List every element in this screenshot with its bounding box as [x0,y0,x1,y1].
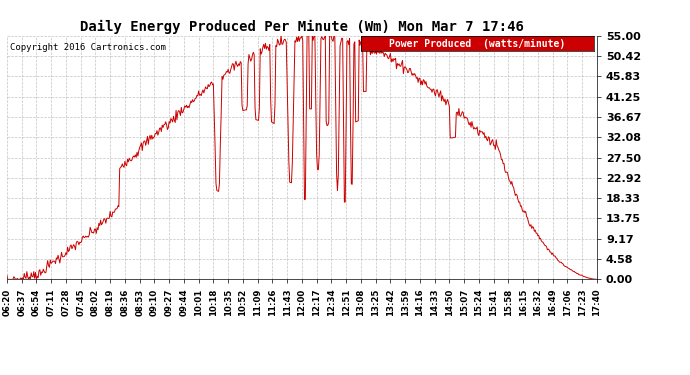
Title: Daily Energy Produced Per Minute (Wm) Mon Mar 7 17:46: Daily Energy Produced Per Minute (Wm) Mo… [80,20,524,34]
Text: Copyright 2016 Cartronics.com: Copyright 2016 Cartronics.com [10,43,166,52]
